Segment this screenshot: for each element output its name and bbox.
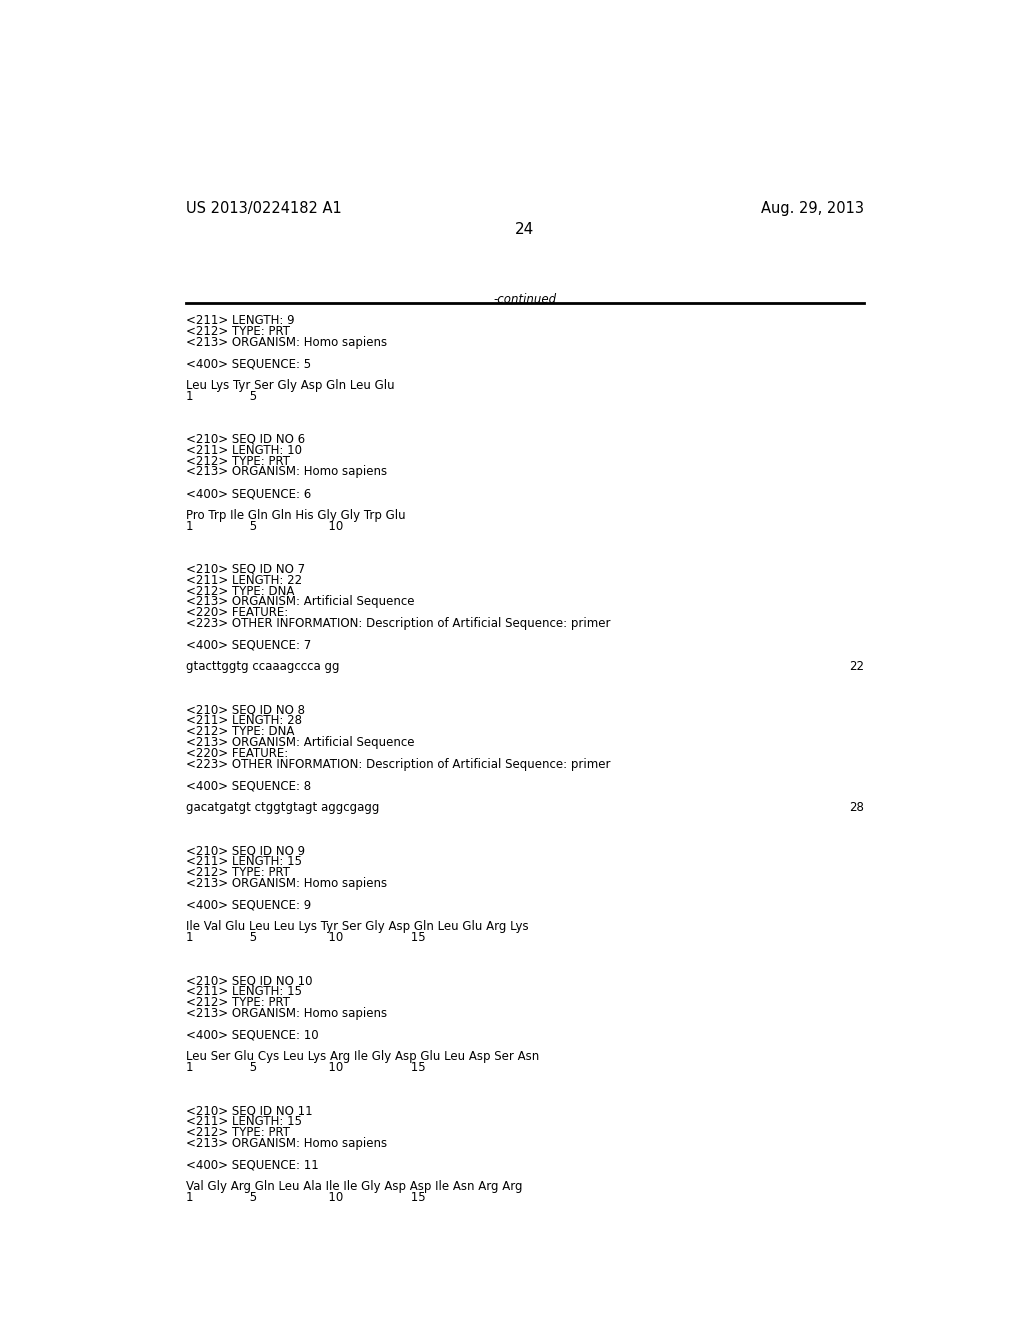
Text: <400> SEQUENCE: 9: <400> SEQUENCE: 9: [186, 899, 311, 911]
Text: <400> SEQUENCE: 11: <400> SEQUENCE: 11: [186, 1158, 318, 1171]
Text: <211> LENGTH: 28: <211> LENGTH: 28: [186, 714, 302, 727]
Text: <213> ORGANISM: Homo sapiens: <213> ORGANISM: Homo sapiens: [186, 466, 387, 478]
Text: <211> LENGTH: 22: <211> LENGTH: 22: [186, 574, 302, 586]
Text: US 2013/0224182 A1: US 2013/0224182 A1: [186, 201, 342, 216]
Text: <220> FEATURE:: <220> FEATURE:: [186, 747, 288, 760]
Text: <213> ORGANISM: Homo sapiens: <213> ORGANISM: Homo sapiens: [186, 1137, 387, 1150]
Text: <211> LENGTH: 15: <211> LENGTH: 15: [186, 1115, 302, 1127]
Text: <212> TYPE: DNA: <212> TYPE: DNA: [186, 725, 294, 738]
Text: <212> TYPE: PRT: <212> TYPE: PRT: [186, 325, 290, 338]
Text: <400> SEQUENCE: 5: <400> SEQUENCE: 5: [186, 358, 311, 370]
Text: 28: 28: [849, 801, 863, 814]
Text: <211> LENGTH: 10: <211> LENGTH: 10: [186, 444, 302, 457]
Text: <213> ORGANISM: Homo sapiens: <213> ORGANISM: Homo sapiens: [186, 1007, 387, 1019]
Text: <212> TYPE: DNA: <212> TYPE: DNA: [186, 585, 294, 598]
Text: -continued: -continued: [494, 293, 556, 305]
Text: <212> TYPE: PRT: <212> TYPE: PRT: [186, 454, 290, 467]
Text: 1               5                   10                  15: 1 5 10 15: [186, 1191, 426, 1204]
Text: <400> SEQUENCE: 7: <400> SEQUENCE: 7: [186, 639, 311, 652]
Text: 1               5                   10: 1 5 10: [186, 520, 343, 532]
Text: <210> SEQ ID NO 7: <210> SEQ ID NO 7: [186, 562, 305, 576]
Text: Val Gly Arg Gln Leu Ala Ile Ile Gly Asp Asp Ile Asn Arg Arg: Val Gly Arg Gln Leu Ala Ile Ile Gly Asp …: [186, 1180, 522, 1193]
Text: <220> FEATURE:: <220> FEATURE:: [186, 606, 288, 619]
Text: 22: 22: [849, 660, 863, 673]
Text: <210> SEQ ID NO 11: <210> SEQ ID NO 11: [186, 1104, 312, 1117]
Text: Pro Trp Ile Gln Gln His Gly Gly Trp Glu: Pro Trp Ile Gln Gln His Gly Gly Trp Glu: [186, 508, 406, 521]
Text: gacatgatgt ctggtgtagt aggcgagg: gacatgatgt ctggtgtagt aggcgagg: [186, 801, 379, 814]
Text: 1               5: 1 5: [186, 389, 257, 403]
Text: Ile Val Glu Leu Leu Lys Tyr Ser Gly Asp Gln Leu Glu Arg Lys: Ile Val Glu Leu Leu Lys Tyr Ser Gly Asp …: [186, 920, 528, 933]
Text: Leu Ser Glu Cys Leu Lys Arg Ile Gly Asp Glu Leu Asp Ser Asn: Leu Ser Glu Cys Leu Lys Arg Ile Gly Asp …: [186, 1049, 540, 1063]
Text: <213> ORGANISM: Homo sapiens: <213> ORGANISM: Homo sapiens: [186, 876, 387, 890]
Text: <210> SEQ ID NO 8: <210> SEQ ID NO 8: [186, 704, 305, 717]
Text: <400> SEQUENCE: 10: <400> SEQUENCE: 10: [186, 1028, 318, 1041]
Text: <400> SEQUENCE: 6: <400> SEQUENCE: 6: [186, 487, 311, 500]
Text: <212> TYPE: PRT: <212> TYPE: PRT: [186, 1126, 290, 1139]
Text: Leu Lys Tyr Ser Gly Asp Gln Leu Glu: Leu Lys Tyr Ser Gly Asp Gln Leu Glu: [186, 379, 394, 392]
Text: <400> SEQUENCE: 8: <400> SEQUENCE: 8: [186, 779, 311, 792]
Text: 1               5                   10                  15: 1 5 10 15: [186, 1061, 426, 1073]
Text: <223> OTHER INFORMATION: Description of Artificial Sequence: primer: <223> OTHER INFORMATION: Description of …: [186, 616, 610, 630]
Text: <213> ORGANISM: Artificial Sequence: <213> ORGANISM: Artificial Sequence: [186, 737, 415, 748]
Text: 1               5                   10                  15: 1 5 10 15: [186, 931, 426, 944]
Text: <211> LENGTH: 15: <211> LENGTH: 15: [186, 985, 302, 998]
Text: Aug. 29, 2013: Aug. 29, 2013: [761, 201, 863, 216]
Text: <211> LENGTH: 9: <211> LENGTH: 9: [186, 314, 295, 327]
Text: gtacttggtg ccaaagccca gg: gtacttggtg ccaaagccca gg: [186, 660, 339, 673]
Text: <210> SEQ ID NO 10: <210> SEQ ID NO 10: [186, 974, 312, 987]
Text: <213> ORGANISM: Homo sapiens: <213> ORGANISM: Homo sapiens: [186, 335, 387, 348]
Text: <223> OTHER INFORMATION: Description of Artificial Sequence: primer: <223> OTHER INFORMATION: Description of …: [186, 758, 610, 771]
Text: <212> TYPE: PRT: <212> TYPE: PRT: [186, 866, 290, 879]
Text: <213> ORGANISM: Artificial Sequence: <213> ORGANISM: Artificial Sequence: [186, 595, 415, 609]
Text: <210> SEQ ID NO 9: <210> SEQ ID NO 9: [186, 845, 305, 857]
Text: <211> LENGTH: 15: <211> LENGTH: 15: [186, 855, 302, 869]
Text: <210> SEQ ID NO 6: <210> SEQ ID NO 6: [186, 433, 305, 446]
Text: 24: 24: [515, 223, 535, 238]
Text: <212> TYPE: PRT: <212> TYPE: PRT: [186, 995, 290, 1008]
